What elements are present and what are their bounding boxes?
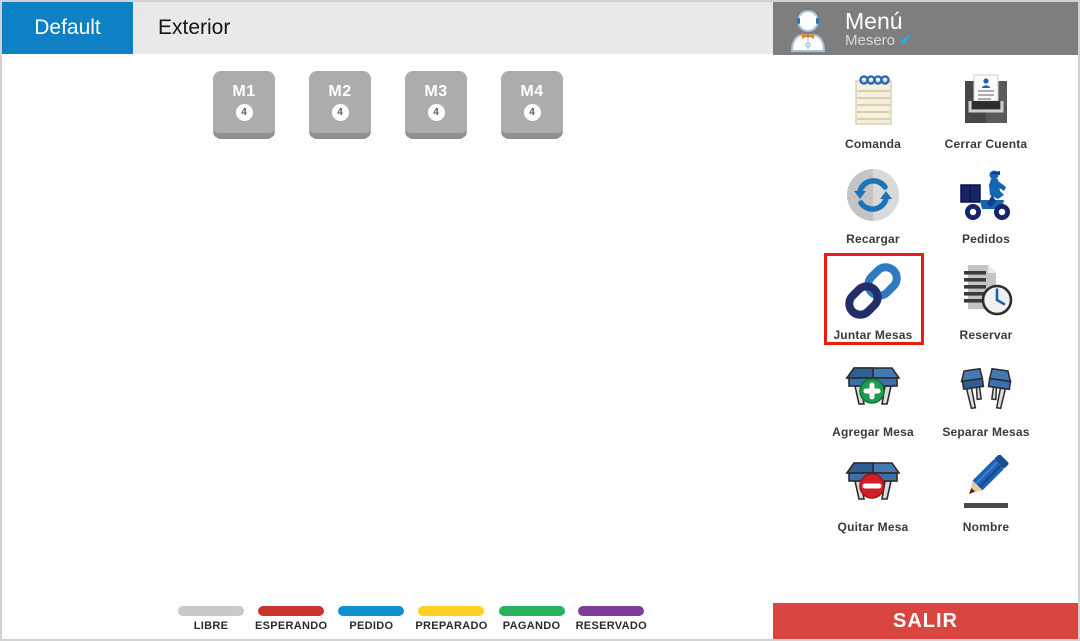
legend-item-reservado: RESERVADO: [576, 606, 647, 632]
table-button-m2[interactable]: M2 4: [309, 71, 371, 139]
seat-count-badge: 4: [331, 104, 349, 121]
menu-item-separar-mesas[interactable]: Separar Mesas: [924, 360, 1048, 439]
legend-item-pagando: PAGANDO: [498, 606, 565, 632]
legend-item-preparado: PREPARADO: [415, 606, 487, 632]
seat-count-badge: 4: [523, 104, 541, 121]
menu-item-reservar[interactable]: Reservar: [924, 263, 1048, 342]
legend-color-pedido: [338, 606, 405, 616]
menu-item-nombre[interactable]: Nombre: [924, 454, 1048, 534]
exit-button[interactable]: SALIR: [773, 603, 1078, 639]
menu-title: Menú: [845, 7, 903, 34]
menu-item-pedidos[interactable]: Pedidos: [924, 167, 1048, 246]
seat-count-badge: 4: [235, 104, 253, 121]
menu-item-agregar-mesa[interactable]: Agregar Mesa: [811, 360, 935, 439]
legend-item-esperando: ESPERANDO: [255, 606, 327, 632]
table-plus-icon: [845, 360, 901, 421]
legend-color-esperando: [258, 606, 325, 616]
document-clock-icon: [958, 263, 1014, 324]
menu-item-quitar-mesa[interactable]: Quitar Mesa: [811, 455, 935, 534]
table-minus-icon: [845, 455, 901, 516]
legend-color-preparado: [418, 606, 485, 616]
menu-item-comanda[interactable]: Comanda: [811, 72, 935, 151]
chain-link-icon: [845, 263, 901, 324]
legend-color-libre: [178, 606, 244, 616]
table-button-m4[interactable]: M4 4: [501, 71, 563, 139]
printer-receipt-icon: [958, 72, 1014, 133]
pencil-icon: [958, 454, 1014, 516]
menu-item-juntar-mesas[interactable]: Juntar Mesas: [811, 263, 935, 342]
table-split-icon: [958, 360, 1014, 421]
table-button-m1[interactable]: M1 4: [213, 71, 275, 139]
user-menu-header[interactable]: Menú Mesero ✔: [773, 2, 1078, 55]
top-tab-bar: Default Exterior Menú: [2, 2, 1078, 55]
menu-item-recargar[interactable]: Recargar: [811, 167, 935, 246]
menu-item-cerrar-cuenta[interactable]: Cerrar Cuenta: [924, 72, 1048, 151]
table-button-m3[interactable]: M3 4: [405, 71, 467, 139]
role-check-icon: ✔: [899, 31, 912, 49]
tab-exterior[interactable]: Exterior: [158, 16, 231, 39]
action-menu-sidebar: Comanda Cerrar Cuenta: [777, 55, 1078, 606]
user-role: Mesero ✔: [845, 31, 912, 49]
table-status-legend: LIBRE ESPERANDO PEDIDO PREPARADO PAGANDO…: [178, 606, 647, 632]
legend-item-libre: LIBRE: [178, 606, 244, 632]
seat-count-badge: 4: [427, 104, 445, 121]
waiter-avatar-icon: [785, 6, 831, 52]
delivery-scooter-icon: [958, 167, 1014, 228]
legend-color-reservado: [578, 606, 645, 616]
tab-default[interactable]: Default: [2, 2, 133, 54]
legend-color-pagando: [498, 606, 565, 616]
notepad-icon: [845, 72, 901, 133]
refresh-icon: [845, 167, 901, 228]
legend-item-pedido: PEDIDO: [338, 606, 405, 632]
